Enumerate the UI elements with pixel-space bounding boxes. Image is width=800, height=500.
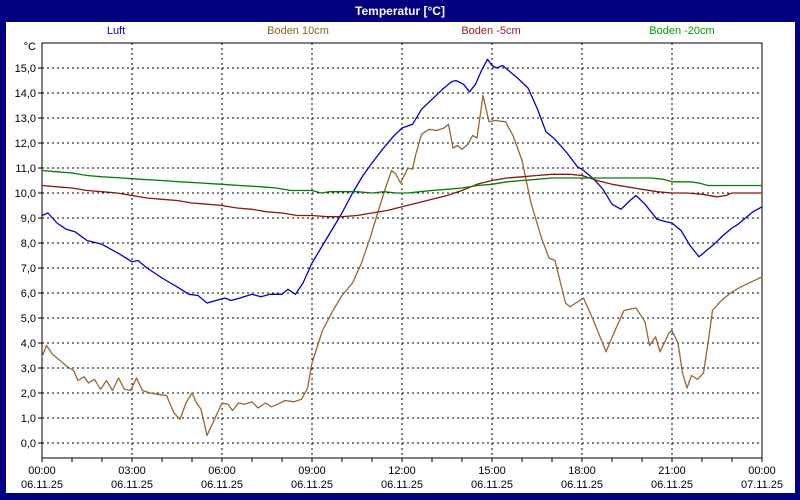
y-tick-label: 1,0 [21,413,36,425]
y-tick-label: 13,0 [15,113,36,125]
y-tick-label: 5,0 [21,313,36,325]
legend-item-luft: Luft [106,25,126,37]
x-tick-time-label: 21:00 [658,465,686,477]
x-tick-date-label: 06.11.25 [111,479,153,491]
legend-item-boden-minus5cm: Boden -5cm [461,25,521,37]
y-tick-label: 10,0 [15,188,36,200]
x-tick-date-label: 06.11.25 [21,479,63,491]
y-tick-label: 9,0 [21,213,36,225]
x-tick-date-label: 06.11.25 [201,479,243,491]
x-tick-time-label: 15:00 [478,465,506,477]
series-line-boden-5cm [41,173,763,218]
series-line-boden-10cm [41,94,763,437]
y-tick-label: 8,0 [21,238,36,250]
x-tick-date-label: 06.11.25 [291,479,333,491]
chart-panel: Luft Boden 10cm Boden -5cm Boden -20cm 0… [6,22,795,493]
plot-border [41,42,763,459]
y-tick-label: 7,0 [21,263,36,275]
y-tick-label: 15,0 [15,63,36,75]
x-tick-time-label: 00:00 [28,465,56,477]
y-tick-label: 4,0 [21,338,36,350]
x-tick-date-label: 06.11.25 [471,479,513,491]
window-title: Temperatur [°C] [355,4,445,18]
y-tick-label: 3,0 [21,363,36,375]
y-tick-label: 12,0 [15,138,36,150]
x-tick-time-label: 03:00 [118,465,146,477]
x-tick-date-label: 06.11.25 [651,479,693,491]
y-tick-label: 0,0 [21,438,36,450]
series-line-boden-20cm [41,169,763,194]
x-tick-time-label: 12:00 [388,465,416,477]
x-tick-time-label: 06:00 [208,465,236,477]
legend-item-boden-10cm: Boden 10cm [267,25,329,37]
y-tick-label: 14,0 [15,88,36,100]
x-tick-date-label: 06.11.25 [381,479,423,491]
legend-item-boden-minus20cm: Boden -20cm [649,25,715,37]
x-tick-time-label: 00:00 [748,465,776,477]
y-tick-label: 6,0 [21,288,36,300]
x-tick-time-label: 18:00 [568,465,596,477]
y-tick-label: 2,0 [21,388,36,400]
x-tick-date-label: 07.11.25 [741,479,783,491]
x-tick-date-label: 06.11.25 [561,479,603,491]
temperature-chart: 0,0 1,0 2,0 3,0 4,0 5,0 6,0 7,0 8,0 9,0 10,0 11,0 12… [15,41,783,491]
y-tick-label: 11,0 [15,163,36,175]
y-axis-unit-label: °C [24,41,36,53]
x-tick-time-label: 09:00 [298,465,326,477]
series-line-luft [41,58,763,304]
